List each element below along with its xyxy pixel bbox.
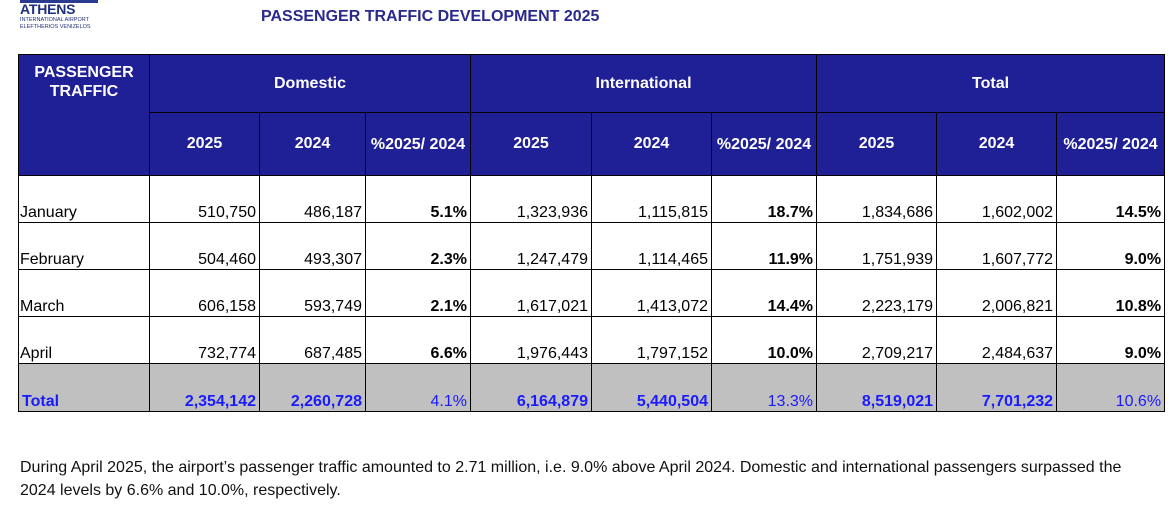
table-cell: 687,485 (259, 316, 366, 364)
sub-header: 2024 (591, 112, 712, 176)
footnote-text: During April 2025, the airport’s passeng… (20, 459, 1122, 499)
table-cell: 2.3% (365, 222, 471, 270)
table-cell: 1,751,939 (816, 222, 938, 270)
table-cell: 11.9% (710, 222, 818, 270)
table-cell: 18.7% (710, 175, 818, 223)
table-row: March 606,158 593,749 2.1% 1,617,021 1,413,07… (18, 269, 1166, 317)
month-cell: January (18, 175, 150, 223)
table-cell: 1,976,443 (470, 316, 592, 364)
sub-header: 2024 (936, 112, 1058, 176)
table-cell: 486,187 (259, 175, 366, 223)
table-cell: 10.8% (1056, 269, 1166, 317)
table-cell: 2,006,821 (936, 269, 1058, 317)
group-header-total: Total (816, 54, 1166, 113)
table-cell: 6.6% (365, 316, 471, 364)
total-cell: 13.3% (710, 363, 818, 412)
table-cell: 493,307 (259, 222, 366, 270)
sub-header: 2024 (259, 112, 366, 176)
logo-name: ATHENS (20, 1, 76, 17)
sub-header: %2025/ 2024 (365, 112, 471, 176)
group-header-international: International (469, 54, 818, 113)
page-title: PASSENGER TRAFFIC DEVELOPMENT 2025 (261, 8, 600, 25)
table-cell: 2.1% (365, 269, 471, 317)
table-cell: 1,247,479 (470, 222, 592, 270)
table-cell: 5.1% (365, 175, 471, 223)
table-cell: 504,460 (149, 222, 260, 270)
month-cell: February (18, 222, 150, 270)
table-cell: 1,323,936 (470, 175, 592, 223)
total-row: Total 2,354,142 2,260,728 4.1% 6,164,879… (18, 363, 1166, 412)
total-cell: 4.1% (365, 363, 471, 412)
logo-bar (20, 0, 98, 3)
table-cell: 1,114,465 (591, 222, 712, 270)
table-cell: 14.5% (1056, 175, 1166, 223)
table-cell: 1,115,815 (591, 175, 712, 223)
table-cell: 732,774 (149, 316, 260, 364)
sub-header: %2025/ 2024 (1056, 112, 1166, 176)
month-cell: April (18, 316, 150, 364)
total-cell: 6,164,879 (470, 363, 592, 412)
corner-header: PASSENGER TRAFFIC (18, 54, 150, 176)
logo-subtitle-1: INTERNATIONAL AIRPORT (20, 17, 89, 23)
total-cell: 8,519,021 (816, 363, 938, 412)
table-cell: 9.0% (1056, 222, 1166, 270)
month-cell: March (18, 269, 150, 317)
table-cell: 2,223,179 (816, 269, 938, 317)
table-cell: 2,709,217 (816, 316, 938, 364)
table-cell: 10.0% (710, 316, 818, 364)
table-cell: 2,484,637 (936, 316, 1058, 364)
total-cell: 2,354,142 (149, 363, 260, 412)
total-cell: 2,260,728 (259, 363, 366, 412)
sub-header: 2025 (149, 112, 260, 176)
group-header-domestic: Domestic (149, 54, 471, 113)
table-row: February 504,460 493,307 2.3% 1,247,479 1,114… (18, 222, 1166, 270)
group-header-row: PASSENGER TRAFFIC Domestic International… (18, 54, 1166, 176)
table-cell: 14.4% (710, 269, 818, 317)
sub-header: 2025 (470, 112, 592, 176)
table-cell: 1,607,772 (936, 222, 1058, 270)
table-cell: 1,602,002 (936, 175, 1058, 223)
total-cell: 5,440,504 (591, 363, 712, 412)
table-cell: 1,413,072 (591, 269, 712, 317)
table-cell: 593,749 (259, 269, 366, 317)
table-cell: 1,834,686 (816, 175, 938, 223)
total-cell: 7,701,232 (936, 363, 1058, 412)
total-label: Total (18, 363, 150, 412)
table-cell: 1,797,152 (591, 316, 712, 364)
passenger-traffic-table: PASSENGER TRAFFIC Domestic International… (18, 54, 1166, 412)
table-row: January 510,750 486,187 5.1% 1,323,936 1,115,… (18, 175, 1166, 223)
airport-logo: ATHENS INTERNATIONAL AIRPORT ELEFTHERIOS… (20, 0, 105, 34)
logo-subtitle-2: ELEFTHERIOS VENIZELOS (20, 24, 91, 30)
table-cell: 1,617,021 (470, 269, 592, 317)
sub-header: 2025 (816, 112, 938, 176)
total-cell: 10.6% (1056, 363, 1166, 412)
table-cell: 606,158 (149, 269, 260, 317)
table-cell: 9.0% (1056, 316, 1166, 364)
sub-header: %2025/ 2024 (710, 112, 818, 176)
sub-header-row: 2025 2024 %2025/ 2024 2025 2024 %2025/ 2… (19, 112, 1166, 176)
table-row: April 732,774 687,485 6.6% 1,976,443 1,797,15… (18, 316, 1166, 364)
table-cell: 510,750 (149, 175, 260, 223)
